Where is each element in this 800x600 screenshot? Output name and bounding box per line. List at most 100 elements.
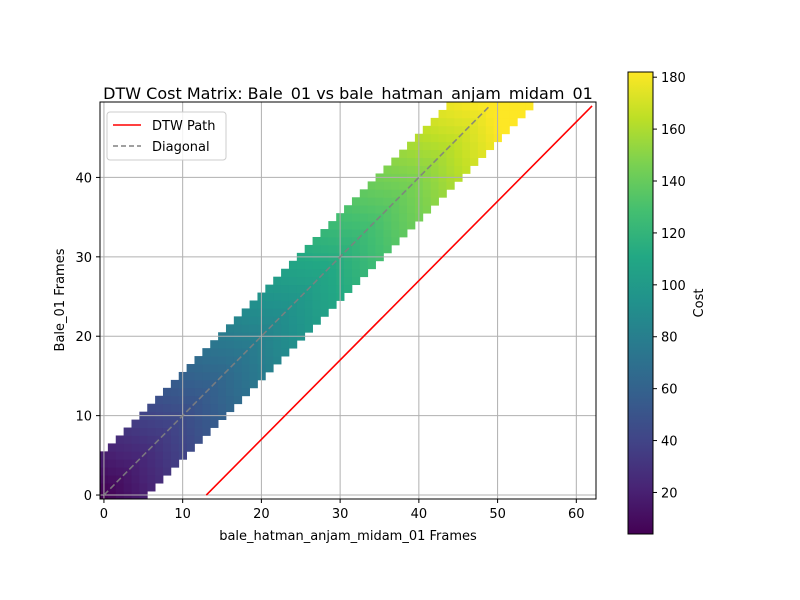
matrix-cell <box>399 205 408 214</box>
matrix-cell <box>304 292 313 301</box>
matrix-cell <box>288 308 298 317</box>
colorbar-tick-label: 80 <box>661 331 678 346</box>
matrix-cell <box>147 403 156 413</box>
matrix-cell <box>170 379 180 389</box>
matrix-cell <box>131 483 140 492</box>
matrix-cell <box>391 165 400 174</box>
matrix-cell <box>162 427 172 436</box>
matrix-cell <box>407 141 416 151</box>
matrix-cell <box>265 308 274 317</box>
matrix-cell <box>312 292 321 301</box>
matrix-cell <box>186 371 195 381</box>
matrix-cell <box>170 387 180 397</box>
matrix-cell <box>485 141 495 151</box>
matrix-cell <box>265 356 274 365</box>
colorbar-tick-label: 140 <box>661 175 686 190</box>
matrix-cell <box>344 205 353 214</box>
matrix-cell <box>367 260 376 270</box>
colorbar-label: Cost <box>692 289 707 318</box>
matrix-cell <box>155 427 164 436</box>
matrix-cell <box>501 102 510 111</box>
matrix-cell <box>202 364 211 373</box>
matrix-cell <box>123 467 132 476</box>
matrix-cell <box>407 205 416 214</box>
matrix-cell <box>131 467 140 476</box>
matrix-cell <box>383 236 392 246</box>
matrix-cell <box>170 451 180 460</box>
matrix-cell <box>383 229 392 238</box>
matrix-cell <box>233 395 243 405</box>
matrix-cell <box>281 324 290 333</box>
matrix-cell <box>477 133 487 143</box>
matrix-cell <box>320 268 329 278</box>
y-tick-label: 0 <box>84 489 92 504</box>
matrix-cell <box>351 276 361 286</box>
matrix-cell <box>407 197 416 206</box>
matrix-cell <box>422 165 432 174</box>
matrix-cell <box>430 117 439 127</box>
matrix-cell <box>273 340 282 349</box>
matrix-cell <box>446 102 455 111</box>
matrix-cell <box>438 165 447 174</box>
matrix-cell <box>359 236 369 246</box>
matrix-cell <box>375 205 384 214</box>
matrix-cell <box>328 284 337 293</box>
matrix-cell <box>139 443 148 452</box>
matrix-cell <box>399 157 408 166</box>
matrix-cell <box>194 427 203 436</box>
matrix-cell <box>241 387 250 397</box>
matrix-cell <box>304 276 313 286</box>
matrix-cell <box>312 300 321 309</box>
matrix-cell <box>304 260 313 270</box>
matrix-cell <box>462 157 471 166</box>
matrix-cell <box>477 117 487 127</box>
matrix-cell <box>351 229 361 238</box>
x-axis-label: bale_hatman_anjam_midam_01 Frames <box>219 529 477 544</box>
matrix-cell <box>422 205 432 214</box>
matrix-cell <box>210 364 219 373</box>
series-lines <box>103 105 593 496</box>
matrix-cell <box>265 348 274 357</box>
matrix-cell <box>186 443 195 452</box>
matrix-cell <box>407 213 416 222</box>
matrix-cell <box>170 427 180 436</box>
matrix-cell <box>485 133 495 143</box>
matrix-cell <box>391 229 400 238</box>
matrix-cell <box>139 459 148 468</box>
matrix-cell <box>446 181 455 190</box>
matrix-cell <box>296 268 306 278</box>
matrix-cell <box>225 340 235 349</box>
matrix-cell <box>186 435 195 444</box>
matrix-cell <box>162 395 172 405</box>
matrix-cell <box>359 205 369 214</box>
matrix-cell <box>438 141 447 151</box>
colorbar-tick-label: 160 <box>661 123 686 138</box>
matrix-cell <box>383 189 392 198</box>
matrix-cell <box>430 165 439 174</box>
matrix-cell <box>233 316 243 325</box>
matrix-cell <box>162 467 172 476</box>
matrix-cell <box>281 292 290 301</box>
matrix-cell <box>454 109 463 119</box>
matrix-cell <box>446 109 455 119</box>
matrix-cell <box>147 427 156 436</box>
matrix-cell <box>162 459 172 468</box>
x-tick-label: 30 <box>332 507 349 522</box>
matrix-cell <box>265 364 274 373</box>
matrix-cell <box>367 244 376 254</box>
matrix-cell <box>225 324 235 333</box>
matrix-cell <box>273 284 282 293</box>
matrix-cell <box>304 316 313 325</box>
matrix-cell <box>407 165 416 174</box>
matrix-cell <box>241 371 250 381</box>
matrix-cell <box>438 125 447 135</box>
matrix-cell <box>320 229 329 238</box>
matrix-cell <box>454 157 463 166</box>
matrix-cell <box>170 403 180 413</box>
matrix-cell <box>477 141 487 151</box>
matrix-cell <box>202 403 211 413</box>
matrix-cell <box>281 348 290 357</box>
matrix-cell <box>281 276 290 286</box>
matrix-cell <box>170 443 180 452</box>
